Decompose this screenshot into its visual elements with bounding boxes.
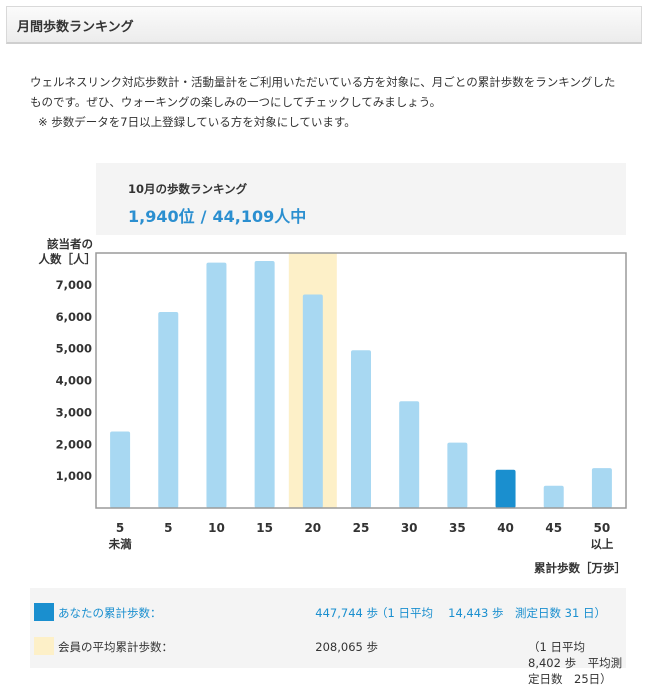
x-tick-label: 35 [449, 521, 466, 535]
x-tick-sublabel: 以上 [590, 537, 613, 551]
legend-swatch-you [34, 603, 54, 621]
intro-note: ※ 歩数データを7日以上登録している方を対象にしています。 [38, 115, 356, 129]
x-tick-label: 40 [497, 521, 514, 535]
bar [447, 442, 468, 508]
y-tick-label: 3,000 [56, 405, 92, 419]
intro-line-2: ものです。ぜひ、ウォーキングの楽しみの一つにしてチェックしてみましょう。 [30, 95, 442, 109]
rank-total: 44,109人中 [212, 207, 307, 226]
legend-you-total: 447,744 歩 [315, 606, 378, 620]
chart-legend: あなたの累計歩数： 447,744 歩 （1 日平均 14,443 歩 測定日数… [30, 588, 626, 686]
bar [302, 294, 323, 508]
x-tick-label: 45 [545, 521, 562, 535]
x-tick-label: 20 [304, 521, 321, 535]
page-header: 月間歩数ランキング [6, 6, 642, 44]
intro-text: ウェルネスリンク対応歩数計・活動量計をご利用いただいている方を対象に、月ごとの累… [30, 72, 630, 132]
bar [254, 260, 275, 508]
x-tick-label: 10 [208, 521, 225, 535]
intro-line-1: ウェルネスリンク対応歩数計・活動量計をご利用いただいている方を対象に、月ごとの累… [30, 75, 616, 89]
ranking-position: 1,940位 / 44,109人中 [128, 203, 306, 227]
step-distribution-chart: 1,000 2,000 3,000 4,000 5,000 6,000 7,000 該当者の人… [39, 237, 627, 575]
bar [399, 401, 420, 508]
legend-you-label: あなたの累計歩数： [58, 606, 162, 620]
y-axis-title-line2: 人数［人］ [39, 252, 97, 266]
rank-value: 1,940位 [128, 207, 195, 226]
bar-user [495, 469, 516, 508]
x-tick-label: 15 [256, 521, 273, 535]
y-tick-label: 1,000 [56, 469, 92, 483]
legend-you-detail: （1 日平均 14,443 歩 測定日数 31 日） [376, 606, 606, 620]
x-axis-title: 累計歩数［万歩］ [534, 561, 626, 575]
legend-your-steps: あなたの累計歩数： 447,744 歩 （1 日平均 14,443 歩 測定日数… [30, 601, 626, 625]
plot-frame [95, 252, 627, 509]
page-title: 月間歩数ランキング [17, 20, 134, 35]
x-tick-label: 25 [353, 521, 370, 535]
x-tick-label: 5 [164, 521, 172, 535]
bar [351, 350, 371, 508]
legend-swatch-average [34, 637, 54, 655]
legend-member-average: 会員の平均累計歩数： 208,065 歩 （1 日平均 8,402 歩 平均測定… [30, 635, 626, 686]
bar [158, 311, 179, 508]
y-tick-label: 6,000 [56, 310, 92, 324]
y-axis-title-line1: 該当者の [47, 237, 93, 251]
y-tick-label: 5,000 [56, 342, 92, 356]
legend-avg-total: 208,065 歩 [315, 640, 378, 654]
ranking-summary: 10月の歩数ランキング 1,940位 / 44,109人中 [96, 163, 626, 235]
rank-separator: / [200, 207, 207, 226]
bar [110, 431, 131, 508]
x-tick-label: 30 [401, 521, 418, 535]
legend-avg-label: 会員の平均累計歩数： [58, 640, 173, 654]
x-tick-label: 5 [116, 521, 124, 535]
bar [591, 468, 612, 508]
y-tick-label: 2,000 [56, 437, 92, 451]
legend-avg-detail: （1 日平均 8,402 歩 平均測定日数 25日） [528, 640, 623, 686]
x-tick-sublabel: 未満 [108, 537, 132, 551]
x-tick-label: 50 [594, 521, 611, 535]
ranking-month-title: 10月の歩数ランキング [128, 182, 248, 196]
bar [543, 485, 564, 508]
bar [206, 262, 227, 508]
y-tick-label: 4,000 [56, 374, 92, 388]
y-tick-label: 7,000 [56, 278, 92, 292]
